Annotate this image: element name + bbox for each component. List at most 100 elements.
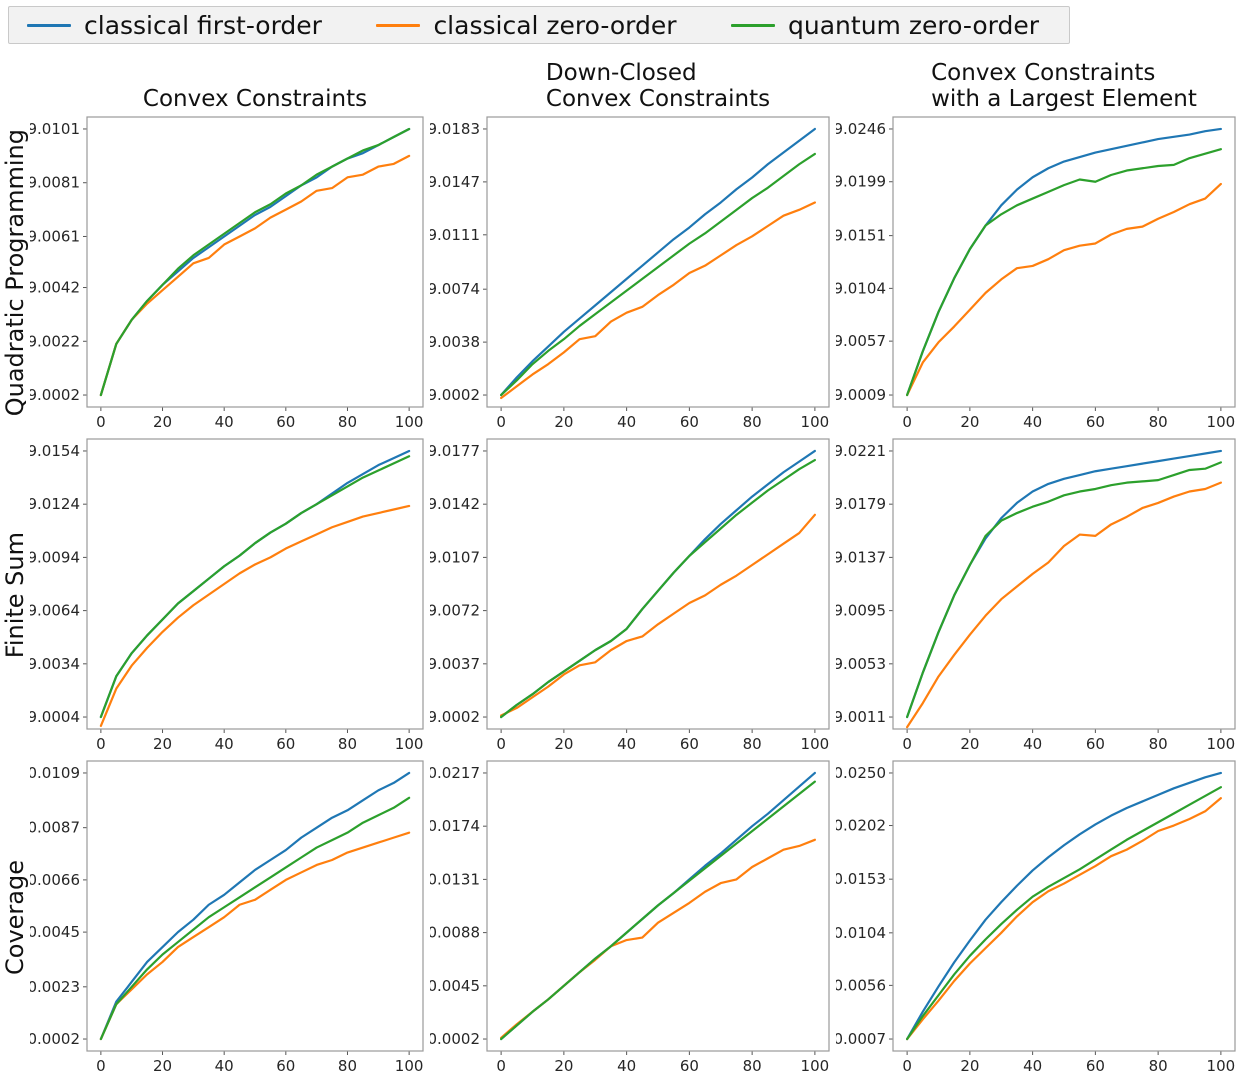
x-tick-label: 40 [215,1057,234,1075]
row-finite-sum: Finite Sum 9.0004 9.0034 9.0064 9.0094 9.012… [0,434,1242,756]
y-tick-label: 9.0199 [836,173,886,191]
y-tick-label: 9.0101 [30,120,80,138]
x-tick-label: 40 [617,413,636,431]
x-tick-label: 80 [1149,1057,1168,1075]
legend-line-swatch-orange [376,23,421,27]
row-label-coverage: Coverage [1,859,29,975]
x-tick-label: 100 [395,1057,424,1075]
y-tick-label: 9.0022 [30,332,80,350]
y-tick-label: 9.0246 [836,120,886,138]
line-classical-first-order [99,449,411,719]
y-tick-label: 0.0202 [836,817,886,835]
line-quantum-zero-order [906,786,1222,1041]
x-tick-label: 20 [153,1057,172,1075]
x-tick-label: 20 [554,1057,573,1075]
line-classical-zero-order [500,838,816,1039]
y-tick-label: 9.0074 [430,280,480,298]
y-tick-label: 9.0011 [836,708,886,726]
line-classical-zero-order [906,481,1222,729]
y-tick-label: 9.0002 [430,386,480,404]
y-tick-label: 0.0007 [836,1030,886,1048]
y-tick-label: 0.0217 [430,764,480,782]
column-titles-row: Convex Constraints Down-Closed Convex Co… [0,48,1242,112]
y-tick-label: 9.0124 [30,495,80,513]
x-tick-label: 80 [1149,413,1168,431]
line-classical-first-order [906,127,1222,397]
y-tick-label: 9.0037 [430,655,480,673]
y-tick-label: 0.0023 [30,978,80,996]
line-quantum-zero-order [906,148,1222,397]
row-label-quadratic-programming: Quadratic Programming [1,129,29,417]
subplot-finite-sum-convex: 9.0004 9.0034 9.0064 9.0094 9.0124 9.0154 0 20 4… [30,434,430,756]
x-tick-label: 0 [96,1057,106,1075]
chart-canvas: 9.0004 9.0034 9.0064 9.0094 9.0124 9.0154 0 20 4… [30,438,424,753]
x-tick-label: 0 [496,413,506,431]
x-tick-label: 80 [338,1057,357,1075]
chart-canvas: 0.0002 0.0045 0.0088 0.0131 0.0174 0.0217 0 20 4… [430,760,830,1075]
x-tick-label: 0 [902,735,912,753]
line-classical-first-order [99,771,411,1041]
y-tick-label: 9.0053 [836,655,886,673]
row-quadratic-programming: Quadratic Programming 9.0002 9.0022 9.0042… [0,112,1242,434]
x-tick-label: 60 [680,735,699,753]
x-tick-label: 0 [496,1057,506,1075]
y-tick-label: 9.0009 [836,386,886,404]
line-classical-zero-order [99,831,411,1041]
x-tick-label: 0 [496,735,506,753]
y-tick-label: 9.0057 [836,332,886,350]
y-tick-label: 9.0061 [30,227,80,245]
row-coverage: Coverage 0.0002 0.0023 0.0045 0.0066 0.0087 0… [0,756,1242,1075]
line-classical-zero-order [906,797,1222,1041]
y-tick-label: 9.0034 [30,655,80,673]
chart-canvas: 9.0002 9.0022 9.0042 9.0061 9.0081 9.0101 0 20 4… [30,116,424,431]
x-tick-label: 80 [743,735,762,753]
x-tick-label: 0 [902,1057,912,1075]
y-tick-label: 0.0174 [430,817,480,835]
x-tick-label: 60 [276,1057,295,1075]
column-title-convex-constraints: Convex Constraints [30,86,430,112]
y-tick-label: 9.0147 [430,173,480,191]
chart-canvas: 0.0007 0.0056 0.0104 0.0153 0.0202 0.0250 0 20 4… [836,760,1236,1075]
y-tick-label: 9.0137 [836,548,886,566]
y-tick-label: 9.0177 [430,442,480,460]
legend-label: classical zero-order [433,10,677,40]
x-tick-label: 20 [153,735,172,753]
y-tick-label: 9.0107 [430,548,480,566]
x-tick-label: 20 [960,1057,979,1075]
y-tick-label: 0.0131 [430,870,480,888]
y-tick-label: 9.0072 [430,602,480,620]
column-title-convex-constraints-largest-element: Convex Constraints with a Largest Elemen… [836,60,1242,112]
legend-line-swatch-blue [27,23,71,27]
y-tick-label: 9.0221 [836,442,886,460]
x-tick-label: 100 [801,735,830,753]
subplot-coverage-down-closed: 0.0002 0.0045 0.0088 0.0131 0.0174 0.0217 0 20 4… [430,756,836,1075]
legend-line-swatch-green [731,23,776,27]
y-tick-label: 9.0154 [30,442,80,460]
x-tick-label: 100 [1207,413,1236,431]
y-tick-label: 0.0087 [30,819,80,837]
y-tick-label: 9.0002 [430,708,480,726]
x-tick-label: 60 [276,413,295,431]
subplot-quadratic-programming-convex: 9.0002 9.0022 9.0042 9.0061 9.0081 9.0101 0 20 4… [30,112,430,434]
x-tick-label: 20 [554,735,573,753]
line-quantum-zero-order [99,127,411,397]
column-title-down-closed-convex-constraints: Down-Closed Convex Constraints [430,60,836,112]
x-tick-label: 80 [743,413,762,431]
y-tick-label: 0.0104 [836,924,886,942]
y-tick-label: 0.0045 [30,923,80,941]
chart-canvas: 9.0002 9.0038 9.0074 9.0111 9.0147 9.0183 0 20 4… [430,116,830,431]
y-tick-label: 0.0153 [836,870,886,888]
x-tick-label: 20 [960,413,979,431]
x-tick-label: 100 [1207,1057,1236,1075]
line-classical-zero-order [500,513,816,717]
legend: classical first-order classical zero-ord… [8,6,1070,44]
row-label-finite-sum: Finite Sum [1,531,29,659]
line-quantum-zero-order [99,796,411,1041]
y-tick-label: 9.0095 [836,602,886,620]
x-tick-label: 100 [395,735,424,753]
line-quantum-zero-order [500,458,816,719]
x-tick-label: 60 [1086,1057,1105,1075]
subplot-quadratic-programming-down-closed: 9.0002 9.0038 9.0074 9.0111 9.0147 9.0183 0 20 4… [430,112,836,434]
y-tick-label: 0.0066 [30,871,80,889]
